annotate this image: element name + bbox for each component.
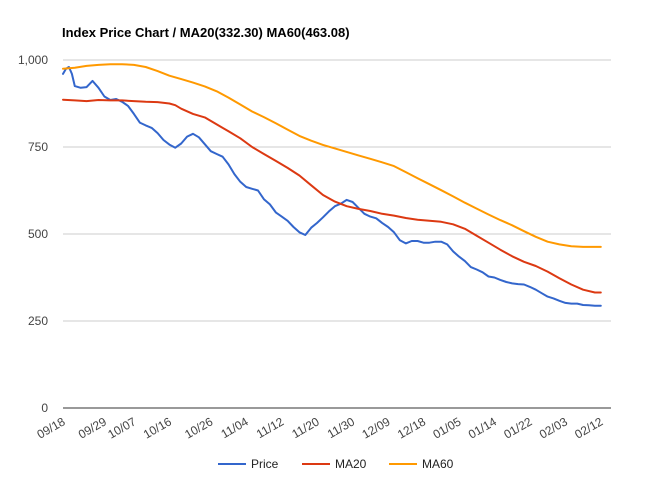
series-line-ma60 bbox=[62, 63, 602, 248]
series-lines bbox=[62, 63, 602, 307]
grid bbox=[63, 59, 611, 409]
y-tick-label: 0 bbox=[41, 401, 48, 415]
y-tick-label: 500 bbox=[28, 227, 48, 241]
x-tick-label: 11/20 bbox=[289, 414, 322, 441]
x-tick-label: 11/12 bbox=[254, 414, 287, 441]
legend-label-ma60: MA60 bbox=[422, 457, 454, 471]
legend: Price MA20 MA60 bbox=[218, 457, 454, 471]
chart-title: Index Price Chart / MA20(332.30) MA60(46… bbox=[62, 25, 350, 40]
x-tick-label: 09/18 bbox=[34, 414, 67, 441]
series-line-ma20 bbox=[62, 98, 602, 294]
x-tick-label: 10/16 bbox=[141, 414, 174, 441]
legend-label-ma20: MA20 bbox=[335, 457, 367, 471]
x-tick-label: 12/09 bbox=[360, 414, 393, 441]
y-tick-label: 1,000 bbox=[18, 53, 48, 67]
y-tick-label: 250 bbox=[28, 314, 48, 328]
x-tick-label: 01/14 bbox=[466, 414, 499, 441]
x-tick-label: 01/22 bbox=[501, 414, 534, 441]
x-tick-label: 01/05 bbox=[430, 414, 463, 441]
series-line-price bbox=[62, 66, 602, 307]
x-tick-label: 11/30 bbox=[325, 414, 358, 441]
x-tick-label: 10/26 bbox=[182, 414, 215, 441]
x-tick-label: 02/03 bbox=[537, 414, 570, 441]
legend-label-price: Price bbox=[251, 457, 279, 471]
y-tick-label: 750 bbox=[28, 140, 48, 154]
x-tick-label: 10/07 bbox=[105, 414, 138, 441]
x-tick-label: 11/04 bbox=[218, 414, 251, 441]
x-tick-label: 09/29 bbox=[76, 414, 109, 441]
y-axis-ticks: 0 250 500 750 1,000 bbox=[18, 53, 48, 415]
x-tick-label: 12/18 bbox=[395, 414, 428, 441]
x-tick-label: 02/12 bbox=[572, 414, 605, 441]
